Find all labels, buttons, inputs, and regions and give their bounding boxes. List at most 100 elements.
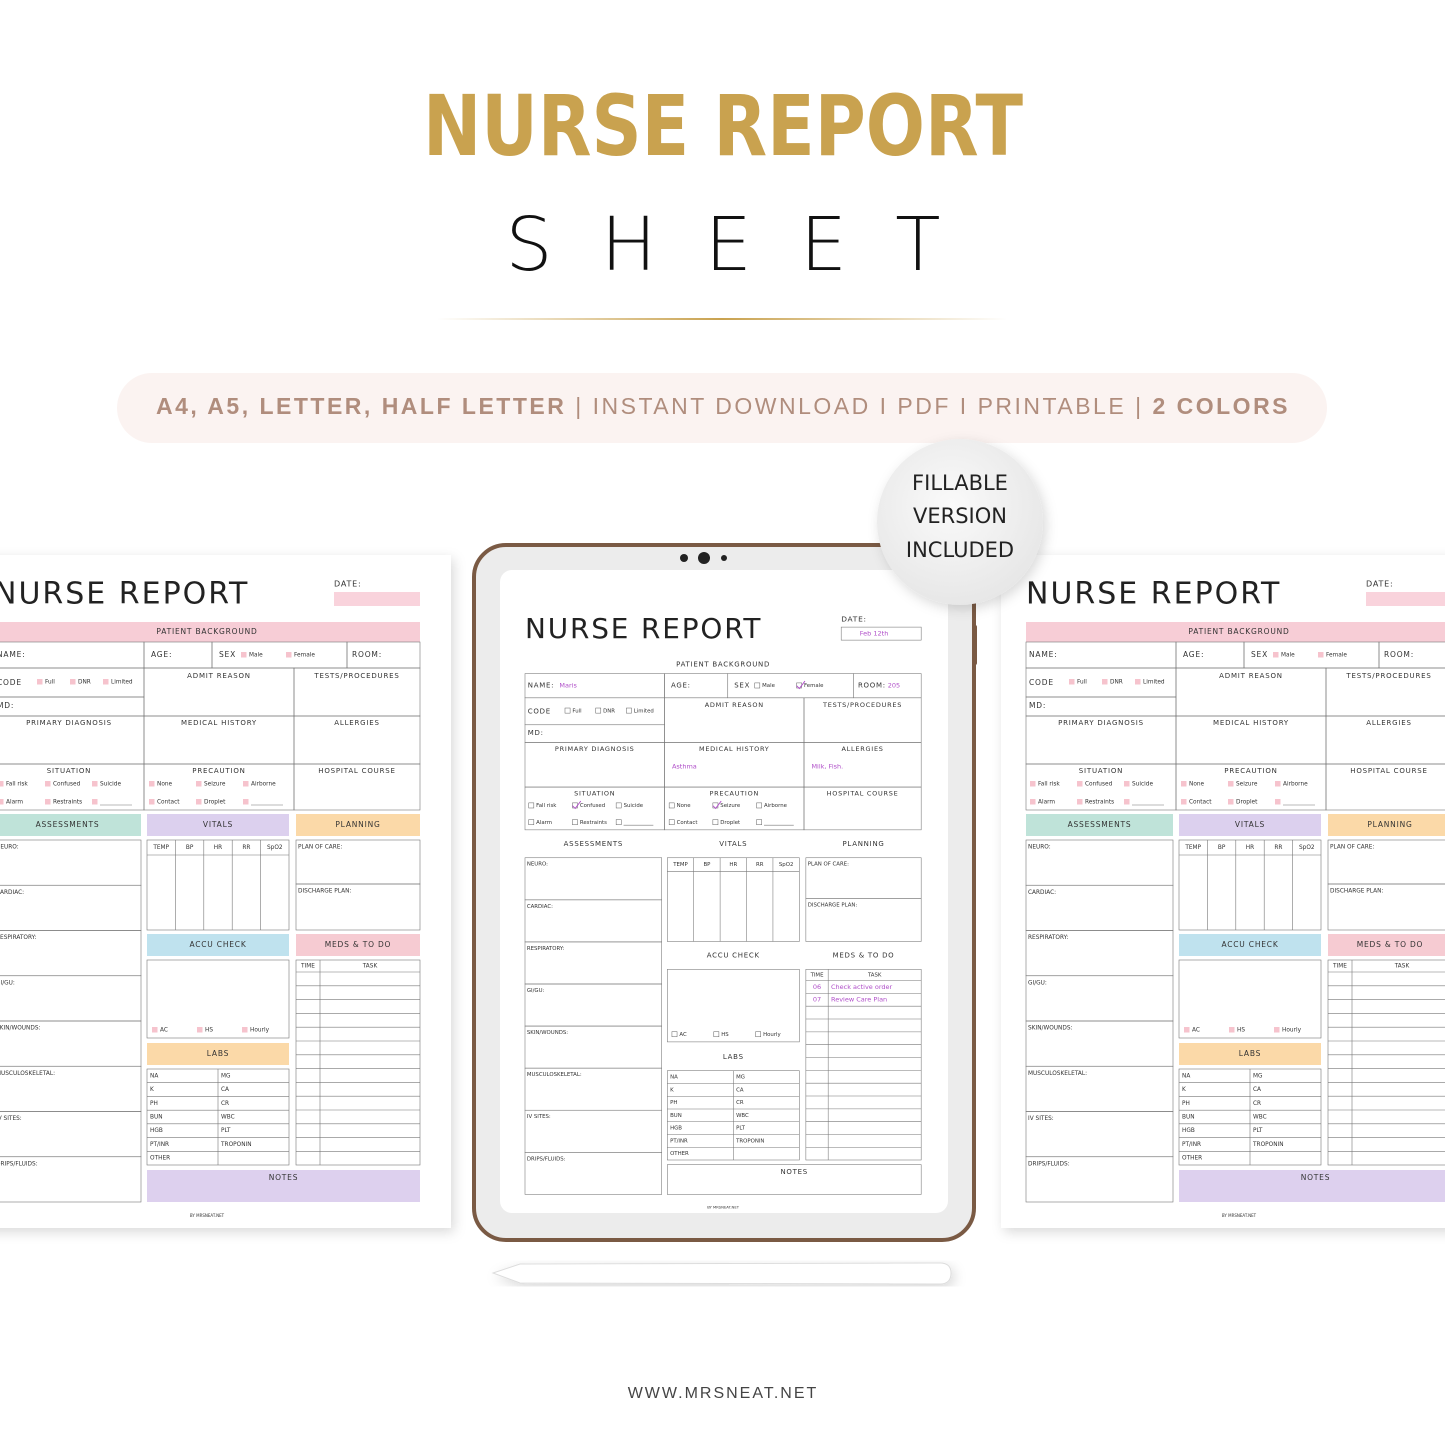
checkbox xyxy=(1124,799,1130,805)
sheet-label: DISCHARGE PLAN: xyxy=(808,903,858,909)
sheet-label: SpO2 xyxy=(267,845,283,851)
sheet-label: TASK xyxy=(1394,964,1410,970)
option-label: Limited xyxy=(1143,680,1165,686)
section-heading: ACCU CHECK xyxy=(707,951,760,959)
checkbox xyxy=(796,682,802,689)
sheet-label: PLAN OF CARE: xyxy=(298,845,342,851)
sheet-label: AGE: xyxy=(151,650,172,659)
section-band xyxy=(147,1170,420,1202)
option-label: Fall risk xyxy=(6,782,28,788)
checkbox xyxy=(103,679,109,685)
sheet-label: OTHER xyxy=(150,1156,170,1162)
sheet-label: ADMIT REASON xyxy=(187,672,251,680)
option-label: Airborne xyxy=(251,782,276,788)
camera xyxy=(721,555,727,561)
table-cell xyxy=(295,883,421,931)
sheet-label: ALLERGIES xyxy=(334,719,379,727)
sheet-label: PLAN OF CARE: xyxy=(808,862,849,868)
checkbox xyxy=(45,781,51,787)
section-band xyxy=(1328,814,1445,836)
section-heading: ASSESSMENTS xyxy=(1068,820,1132,829)
sheet-label: NAME: xyxy=(0,650,25,659)
option-label: Restraints xyxy=(53,800,82,806)
sheet-label: SpO2 xyxy=(779,862,793,868)
checkbox xyxy=(712,802,719,809)
sheet-title: NURSE REPORT xyxy=(1026,577,1281,612)
checkbox xyxy=(668,819,675,825)
option-label: Fall risk xyxy=(536,803,557,809)
sheet-label: DATE: xyxy=(334,580,362,589)
table-cell xyxy=(667,1164,922,1195)
sheet-label: HGB xyxy=(670,1126,682,1132)
sheet-label: DRIPS/FLUIDS: xyxy=(1028,1161,1070,1167)
section-heading: PLANNING xyxy=(842,840,884,848)
sheet-label: TASK xyxy=(867,972,882,978)
option-label: Suicide xyxy=(100,782,121,788)
sheet-label: SITUATION xyxy=(574,790,615,798)
sheet-label: HR xyxy=(729,862,737,868)
option-label: Female xyxy=(1326,653,1347,659)
section-band xyxy=(147,814,289,836)
option-label: Restraints xyxy=(1085,800,1114,806)
checkbox xyxy=(1124,781,1130,787)
nurse-report-sheet: NURSE REPORT DATE: PATIENT BACKGROUND NAME:… xyxy=(1001,555,1445,1228)
option-label: Restraints xyxy=(580,820,607,826)
table-cell xyxy=(1327,883,1445,931)
checkbox xyxy=(196,781,202,787)
sheet-label: DISCHARGE PLAN: xyxy=(1330,889,1383,895)
sheet-label: K xyxy=(150,1087,154,1093)
filled-entry: 06 xyxy=(813,983,821,991)
filled-entry: Review Care Plan xyxy=(831,996,887,1004)
sheet-label: HOSPITAL COURSE xyxy=(827,790,899,798)
sheet-label: CODE xyxy=(0,678,22,687)
badge-line: FILLABLE xyxy=(912,471,1008,495)
credit: BY MRSNEAT.NET xyxy=(1222,1213,1257,1218)
checkbox xyxy=(196,799,202,805)
sheet-label: DATE: xyxy=(1366,580,1394,589)
sheet-label: RR xyxy=(756,862,764,868)
section-heading: PATIENT BACKGROUND xyxy=(676,660,770,668)
sheet-label: WBC xyxy=(1253,1115,1267,1121)
sheet-label: SKIN/WOUNDS: xyxy=(0,1026,40,1032)
option-label: Droplet xyxy=(204,800,226,806)
table-cell xyxy=(1327,959,1445,1166)
sheet-title: NURSE REPORT xyxy=(525,612,762,645)
checkbox xyxy=(243,781,249,787)
sheet-label: AGE: xyxy=(1183,650,1204,659)
option-label: Confused xyxy=(580,803,605,809)
sheet-label: MD: xyxy=(0,701,14,710)
sheet-label: ALLERGIES xyxy=(1366,719,1411,727)
table-cell xyxy=(146,839,290,931)
section-band xyxy=(296,934,420,956)
sheet-title: NURSE REPORT xyxy=(0,577,249,612)
checkbox xyxy=(1181,781,1187,787)
sheet-label: CR xyxy=(1253,1101,1261,1107)
badge: FILLABLE VERSION INCLUDED xyxy=(877,439,1043,605)
sheet-label: TROPONIN xyxy=(220,1142,252,1148)
section-heading: PATIENT BACKGROUND xyxy=(156,627,257,636)
checkbox xyxy=(1135,679,1141,685)
sheet-label: PLT xyxy=(1253,1128,1263,1134)
sheet-label: SpO2 xyxy=(1299,845,1315,851)
option-label: HS xyxy=(205,1028,213,1034)
table-cell xyxy=(1325,763,1445,811)
sheet-label: CARDIAC: xyxy=(0,890,24,896)
sheet-label: IV SITES: xyxy=(1028,1116,1054,1122)
checkbox xyxy=(615,819,622,825)
section-heading: LABS xyxy=(1239,1049,1261,1058)
sheet-label: TESTS/PROCEDURES xyxy=(313,672,399,680)
sheet-label: NA xyxy=(1182,1073,1190,1079)
option-label: Female xyxy=(804,683,824,689)
sheet-label: TASK xyxy=(362,964,378,970)
section-heading: LABS xyxy=(723,1053,744,1061)
checkbox xyxy=(671,1031,678,1038)
sheet-label: BP xyxy=(186,845,194,851)
sheet-label: NAME: xyxy=(528,682,554,690)
sheet-label: SITUATION xyxy=(47,767,91,775)
checkbox xyxy=(564,707,571,714)
banner-details: INSTANT DOWNLOAD I PDF I PRINTABLE xyxy=(593,393,1127,419)
option-label: Seizure xyxy=(204,782,226,788)
sheet-label: BUN xyxy=(670,1113,682,1119)
checkbox xyxy=(1229,1027,1235,1033)
sheet-label: NEURO: xyxy=(1028,845,1051,851)
